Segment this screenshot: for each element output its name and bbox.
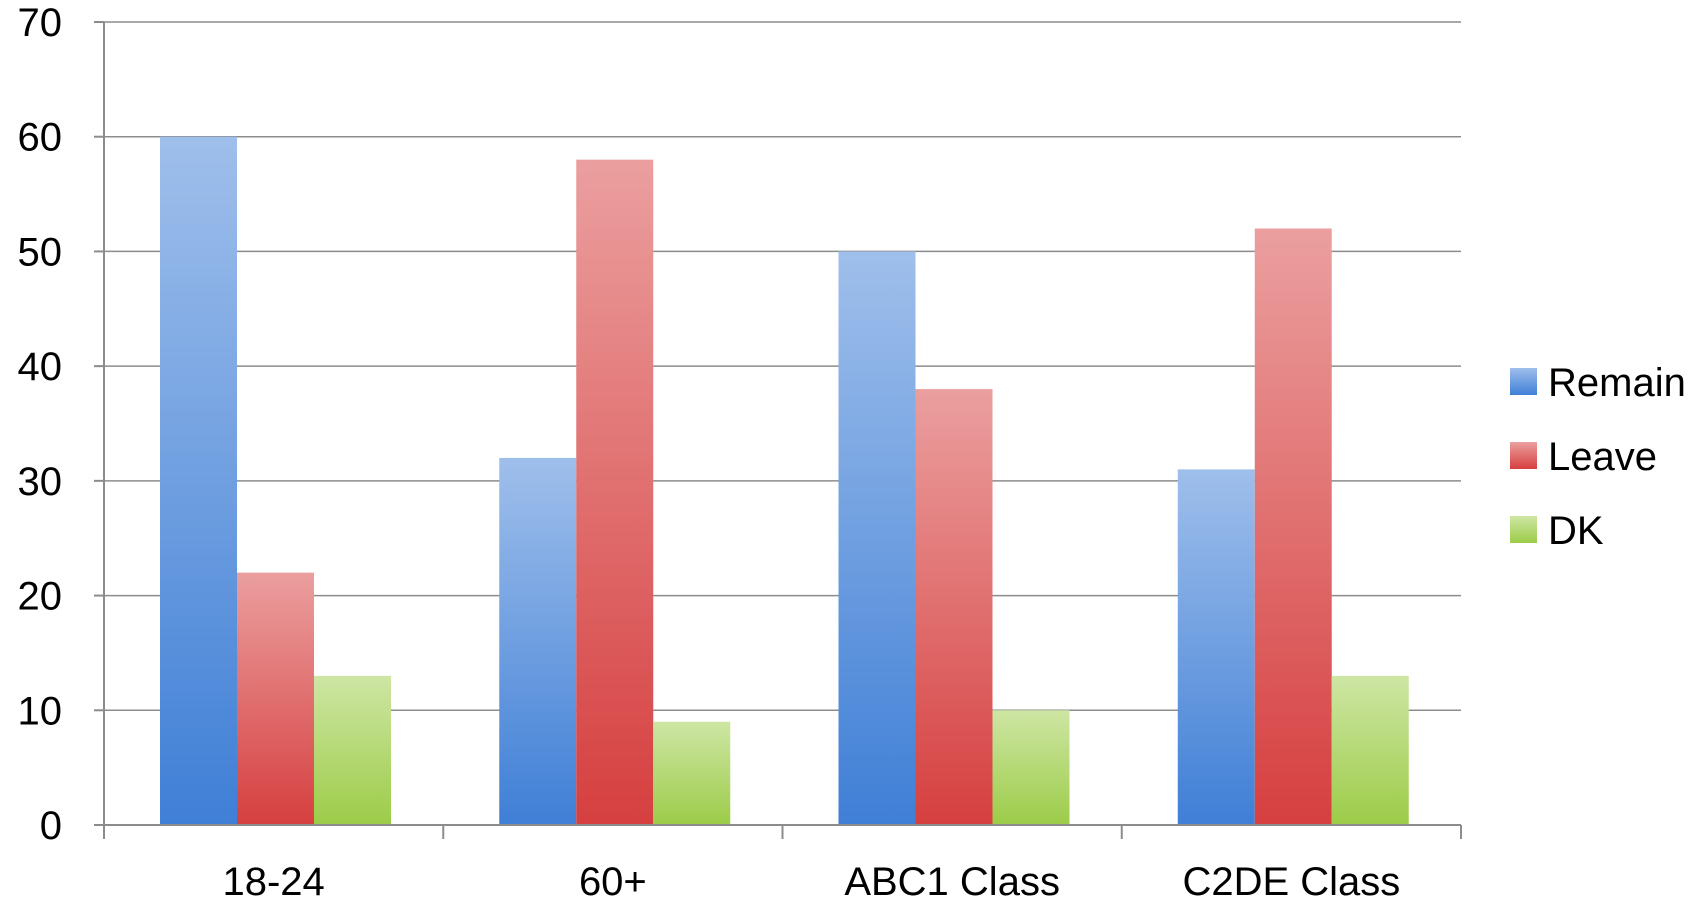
bar-remain-c2de-class <box>1177 469 1255 825</box>
y-tick-label: 60 <box>18 116 63 160</box>
legend-swatch-dk <box>1510 516 1537 543</box>
y-tick-label: 50 <box>18 230 63 274</box>
x-category-label: ABC1 Class <box>844 860 1060 904</box>
bar-remain-abc1-class <box>838 251 916 825</box>
bar-dk-abc1-class <box>992 710 1070 825</box>
bar-dk-18-24 <box>314 675 391 825</box>
axes: 0 10 20 30 40 50 60 70 18-24 60+ ABC1 Class C2DE Cl… <box>18 1 1462 904</box>
x-category-label: C2DE Class <box>1182 860 1400 904</box>
legend-swatch-leave <box>1510 442 1537 469</box>
y-tick-label: 40 <box>18 345 63 389</box>
bar-remain-18-24 <box>160 136 237 825</box>
bars <box>160 136 1409 825</box>
grid-lines <box>104 21 1461 712</box>
bar-remain-60+ <box>499 457 577 825</box>
bar-leave-18-24 <box>237 572 314 825</box>
y-tick-label: 30 <box>18 460 63 504</box>
legend-swatch-remain <box>1510 368 1537 395</box>
bar-dk-c2de-class <box>1331 675 1409 825</box>
legend-label-remain: Remain <box>1548 361 1686 405</box>
y-tick-label: 0 <box>40 804 62 848</box>
bar-leave-c2de-class <box>1254 228 1332 825</box>
legend: Remain Leave DK <box>1510 361 1686 553</box>
x-category-label: 60+ <box>579 860 647 904</box>
y-tick-label: 70 <box>18 1 63 45</box>
bar-dk-60+ <box>653 721 731 825</box>
y-tick-label: 20 <box>18 575 63 619</box>
bar-leave-60+ <box>576 159 654 825</box>
legend-label-leave: Leave <box>1548 435 1657 479</box>
x-category-label: 18-24 <box>222 860 324 904</box>
y-tick-label: 10 <box>18 689 63 733</box>
bar-leave-abc1-class <box>915 389 993 825</box>
legend-label-dk: DK <box>1548 509 1604 553</box>
